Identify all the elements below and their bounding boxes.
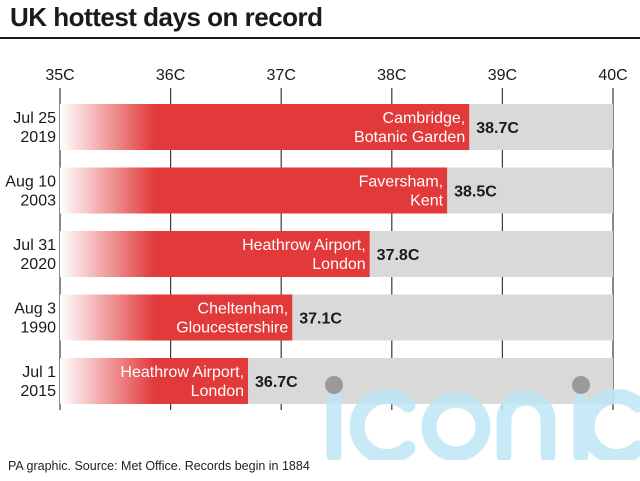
bar-fade [60,294,155,341]
location-label: Faversham, [359,174,443,191]
category-label: Jul 31 [13,237,56,254]
location-label: London [312,256,365,273]
bar-fade [60,167,155,214]
value-label: 38.5C [454,184,497,201]
bar-fade [60,231,155,277]
iconic-watermark [325,376,640,460]
category-label: Aug 3 [14,301,56,318]
category-label: 2015 [20,383,56,400]
category-label: 2003 [20,193,56,210]
source-note: PA graphic. Source: Met Office. Records … [8,459,310,473]
location-label: Cheltenham, [198,301,289,318]
location-label: Heathrow Airport, [120,364,244,381]
x-tick-label: 40C [598,67,627,84]
value-label: 37.8C [377,247,420,264]
location-label: Kent [410,193,443,210]
x-tick-label: 38C [377,67,406,84]
x-tick-label: 37C [267,67,296,84]
category-label: 1990 [20,320,56,337]
category-label: Aug 10 [5,174,56,191]
location-label: London [191,383,244,400]
value-label: 37.1C [299,311,342,328]
category-label: Jul 25 [13,110,56,127]
x-tick-label: 39C [488,67,517,84]
chart-title: UK hottest days on record [10,2,323,32]
value-label: 36.7C [255,374,298,391]
bar-fade [60,358,155,404]
location-label: Gloucestershire [176,320,288,337]
x-tick-label: 36C [156,67,185,84]
location-label: Botanic Garden [354,129,465,146]
title-divider [0,37,640,39]
category-label: Jul 1 [22,364,56,381]
category-label: 2019 [20,129,56,146]
x-tick-label: 35C [45,67,74,84]
location-label: Cambridge, [383,110,466,127]
location-label: Heathrow Airport, [242,237,366,254]
category-label: 2020 [20,256,56,273]
bar-fade [60,104,155,150]
value-label: 38.7C [476,120,519,137]
